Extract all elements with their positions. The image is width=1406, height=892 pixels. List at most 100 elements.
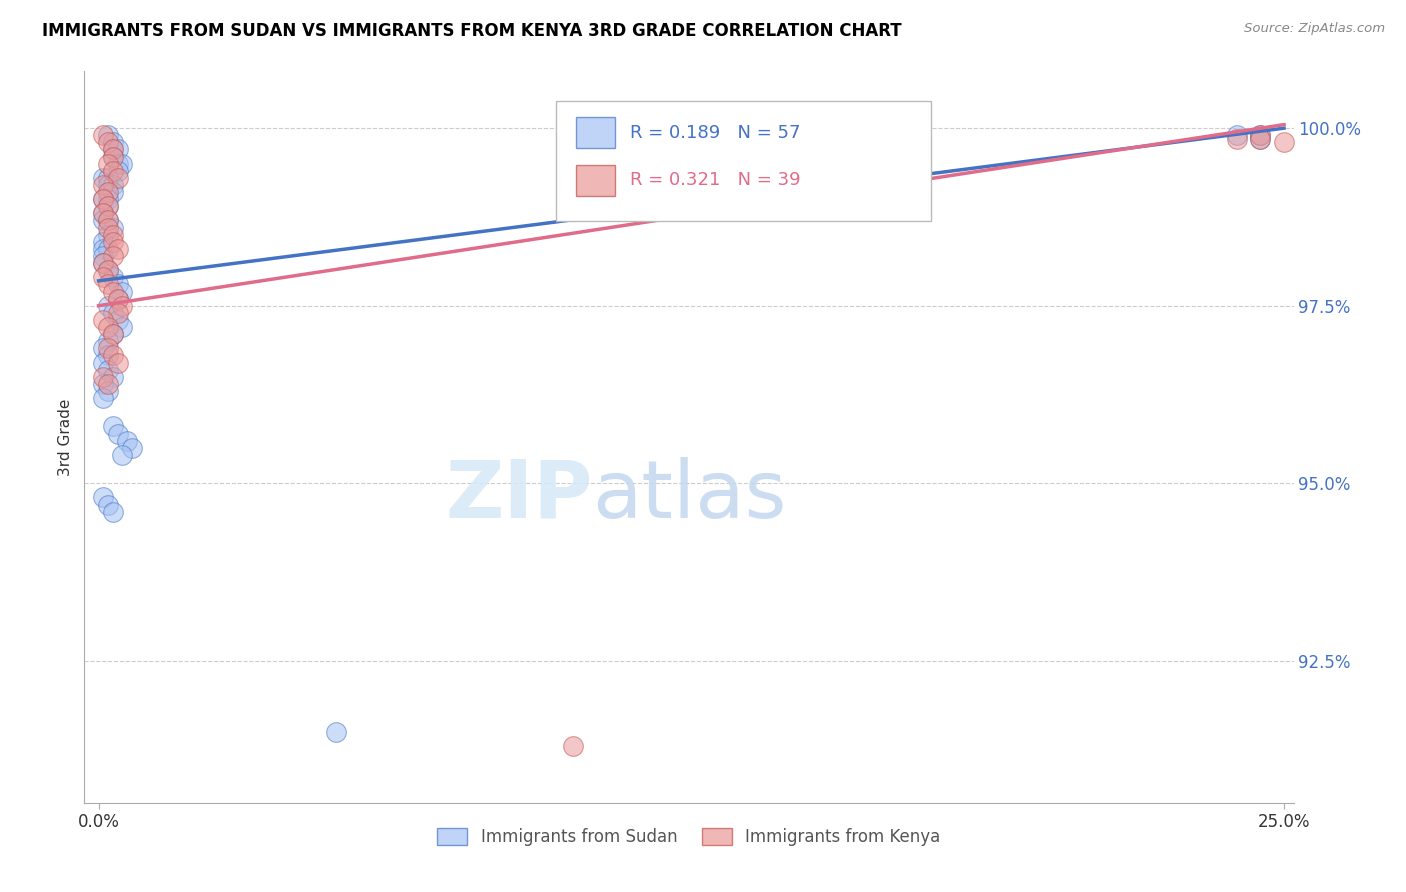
Point: [101, 327, 124, 342]
Point: [111, 156, 134, 170]
Point: [101, 220, 124, 235]
Point: [91, 341, 114, 355]
Point: [107, 156, 129, 170]
Point: [101, 136, 124, 150]
Point: [107, 163, 129, 178]
Point: [101, 143, 124, 157]
Point: [101, 270, 124, 285]
Text: R = 0.189   N = 57: R = 0.189 N = 57: [630, 124, 800, 142]
Point: [1249, 128, 1271, 143]
Point: [101, 249, 124, 263]
Point: [101, 150, 124, 164]
Point: [91, 313, 114, 327]
Point: [97, 128, 120, 143]
Point: [91, 369, 114, 384]
Point: [91, 192, 114, 206]
Point: [91, 178, 114, 192]
Point: [101, 369, 124, 384]
Text: IMMIGRANTS FROM SUDAN VS IMMIGRANTS FROM KENYA 3RD GRADE CORRELATION CHART: IMMIGRANTS FROM SUDAN VS IMMIGRANTS FROM…: [42, 22, 901, 40]
Text: atlas: atlas: [592, 457, 786, 534]
Point: [91, 213, 114, 227]
Point: [325, 724, 347, 739]
Point: [91, 256, 114, 270]
Point: [101, 185, 124, 199]
Point: [101, 227, 124, 242]
Point: [97, 376, 120, 391]
Point: [97, 498, 120, 512]
Point: [107, 306, 129, 320]
Point: [107, 242, 129, 256]
Point: [97, 185, 120, 199]
Point: [111, 448, 134, 462]
Point: [97, 192, 120, 206]
Point: [561, 739, 583, 753]
Point: [101, 235, 124, 249]
Point: [91, 270, 114, 285]
Point: [91, 235, 114, 249]
Point: [107, 426, 129, 441]
Point: [101, 143, 124, 157]
Point: [97, 263, 120, 277]
Point: [115, 434, 138, 448]
Point: [101, 348, 124, 362]
Point: [101, 285, 124, 299]
Point: [107, 355, 129, 369]
Point: [97, 156, 120, 170]
Point: [101, 163, 124, 178]
Point: [1249, 132, 1271, 146]
Point: [97, 213, 120, 227]
Point: [101, 327, 124, 342]
Point: [91, 391, 114, 405]
Point: [91, 206, 114, 220]
Text: R = 0.321   N = 39: R = 0.321 N = 39: [630, 171, 800, 189]
Point: [101, 306, 124, 320]
Point: [97, 384, 120, 398]
Text: Source: ZipAtlas.com: Source: ZipAtlas.com: [1244, 22, 1385, 36]
Point: [97, 242, 120, 256]
Point: [1249, 132, 1271, 146]
Point: [107, 292, 129, 306]
Point: [107, 313, 129, 327]
Point: [91, 192, 114, 206]
Point: [101, 150, 124, 164]
Point: [97, 136, 120, 150]
Point: [97, 348, 120, 362]
Point: [91, 128, 114, 143]
Point: [97, 220, 120, 235]
Point: [101, 419, 124, 434]
Point: [97, 170, 120, 185]
Point: [121, 441, 143, 455]
Point: [101, 505, 124, 519]
FancyBboxPatch shape: [555, 101, 931, 221]
Point: [97, 199, 120, 213]
Point: [91, 256, 114, 270]
Point: [97, 263, 120, 277]
Y-axis label: 3rd Grade: 3rd Grade: [58, 399, 73, 475]
Point: [107, 277, 129, 292]
Point: [107, 292, 129, 306]
Legend: Immigrants from Sudan, Immigrants from Kenya: Immigrants from Sudan, Immigrants from K…: [430, 822, 948, 853]
Text: ZIP: ZIP: [444, 457, 592, 534]
Point: [97, 178, 120, 192]
Point: [1226, 128, 1249, 143]
Point: [97, 362, 120, 376]
Point: [107, 170, 129, 185]
Point: [97, 320, 120, 334]
Point: [97, 277, 120, 292]
Point: [91, 491, 114, 505]
Point: [1249, 128, 1271, 143]
Point: [91, 242, 114, 256]
Point: [111, 299, 134, 313]
Point: [101, 178, 124, 192]
Point: [97, 299, 120, 313]
Point: [91, 376, 114, 391]
Point: [1272, 136, 1295, 150]
Point: [107, 143, 129, 157]
Point: [97, 341, 120, 355]
Point: [1226, 132, 1249, 146]
Point: [111, 285, 134, 299]
Point: [97, 213, 120, 227]
Point: [91, 206, 114, 220]
FancyBboxPatch shape: [576, 118, 616, 148]
Point: [97, 334, 120, 349]
